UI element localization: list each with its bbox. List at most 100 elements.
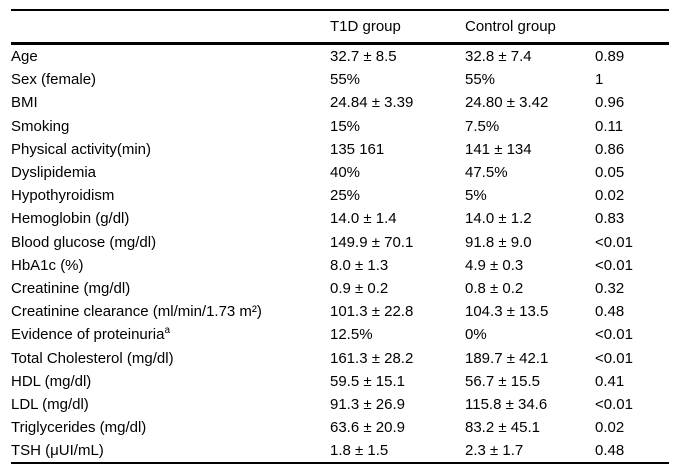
- table-body: Age 32.7 ± 8.5 32.8 ± 7.4 0.89 Sex (fema…: [11, 44, 669, 464]
- t1d-value: 32.7 ± 8.5: [330, 48, 397, 66]
- p-value: 0.41: [595, 372, 625, 390]
- table-row: LDL (mg/dl) 91.3 ± 26.9 115.8 ± 34.6 <0.…: [11, 393, 669, 416]
- row-label-text: Physical activity(min): [11, 140, 152, 158]
- header-p-empty: [595, 10, 669, 44]
- t1d-value: 12.5%: [330, 326, 373, 344]
- row-label-text: Age: [11, 48, 38, 66]
- table-row: Evidence of proteinuriaa 12.5% 0% <0.01: [11, 323, 669, 346]
- control-value: 5%: [465, 187, 487, 205]
- t1d-value: 15%: [330, 117, 361, 135]
- p-value: <0.01: [595, 395, 633, 413]
- row-label: Total Cholesterol (mg/dl): [11, 346, 330, 369]
- row-label-text: Sex (female): [11, 71, 97, 89]
- p-value: 1: [595, 71, 604, 89]
- row-label-text: HbA1c (%): [11, 256, 84, 274]
- row-label: Smoking: [11, 115, 330, 138]
- control-value: 189.7 ± 42.1: [465, 349, 549, 367]
- row-label: Physical activity(min): [11, 138, 330, 161]
- control-value: 24.80 ± 3.42: [465, 94, 549, 112]
- control-value: 83.2 ± 45.1: [465, 419, 540, 437]
- control-value: 104.3 ± 13.5: [465, 303, 549, 321]
- row-label-text: Blood glucose (mg/dl): [11, 233, 157, 251]
- table-row: Blood glucose (mg/dl) 149.9 ± 70.1 91.8 …: [11, 231, 669, 254]
- table-row: Hemoglobin (g/dl) 14.0 ± 1.4 14.0 ± 1.2 …: [11, 207, 669, 230]
- characteristics-table: T1D group Control group Age 32.7 ± 8.5 3…: [11, 9, 669, 465]
- row-label-text: Evidence of proteinuria: [11, 326, 165, 344]
- control-value: 14.0 ± 1.2: [465, 210, 532, 228]
- row-label: Sex (female): [11, 68, 330, 91]
- table-row: TSH (μUI/mL) 1.8 ± 1.5 2.3 ± 1.7 0.48: [11, 439, 669, 463]
- row-label-text: Creatinine clearance (ml/min/1.73 m²): [11, 303, 262, 321]
- t1d-value: 25%: [330, 187, 361, 205]
- row-label-text: Dyslipidemia: [11, 164, 97, 182]
- control-value: 55%: [465, 71, 496, 89]
- header-row: T1D group Control group: [11, 10, 669, 44]
- header-t1d-group: T1D group: [330, 18, 401, 35]
- t1d-value: 91.3 ± 26.9: [330, 395, 405, 413]
- control-value: 47.5%: [465, 164, 508, 182]
- row-label-text: Hemoglobin (g/dl): [11, 210, 130, 228]
- table-row: Dyslipidemia 40% 47.5% 0.05: [11, 161, 669, 184]
- table-row: Creatinine clearance (ml/min/1.73 m²) 10…: [11, 300, 669, 323]
- table-row: Total Cholesterol (mg/dl) 161.3 ± 28.2 1…: [11, 346, 669, 369]
- row-label: Hemoglobin (g/dl): [11, 207, 330, 230]
- header-control-group: Control group: [465, 18, 556, 35]
- row-label-text: Smoking: [11, 117, 70, 135]
- row-label-text: TSH (μUI/mL): [11, 442, 104, 460]
- p-value: 0.48: [595, 303, 625, 321]
- table-row: Triglycerides (mg/dl) 63.6 ± 20.9 83.2 ±…: [11, 416, 669, 439]
- control-value: 2.3 ± 1.7: [465, 442, 524, 460]
- row-label: Creatinine (mg/dl): [11, 277, 330, 300]
- t1d-value: 14.0 ± 1.4: [330, 210, 397, 228]
- t1d-value: 63.6 ± 20.9: [330, 419, 405, 437]
- row-label-text: Hypothyroidism: [11, 187, 115, 205]
- row-label: Triglycerides (mg/dl): [11, 416, 330, 439]
- table-row: Age 32.7 ± 8.5 32.8 ± 7.4 0.89: [11, 44, 669, 69]
- row-label: HbA1c (%): [11, 254, 330, 277]
- control-value: 0.8 ± 0.2: [465, 279, 524, 297]
- t1d-value: 59.5 ± 15.1: [330, 372, 405, 390]
- table-row: Creatinine (mg/dl) 0.9 ± 0.2 0.8 ± 0.2 0…: [11, 277, 669, 300]
- row-label-text: Triglycerides (mg/dl): [11, 419, 147, 437]
- t1d-value: 1.8 ± 1.5: [330, 442, 389, 460]
- t1d-value: 135 161: [330, 140, 385, 158]
- t1d-value: 149.9 ± 70.1: [330, 233, 414, 251]
- p-value: 0.11: [595, 117, 624, 135]
- row-label-text: Creatinine (mg/dl): [11, 279, 131, 297]
- p-value: <0.01: [595, 256, 633, 274]
- row-label: BMI: [11, 91, 330, 114]
- control-value: 32.8 ± 7.4: [465, 48, 532, 66]
- p-value: 0.02: [595, 187, 625, 205]
- row-label: Blood glucose (mg/dl): [11, 231, 330, 254]
- control-value: 0%: [465, 326, 487, 344]
- table-row: HDL (mg/dl) 59.5 ± 15.1 56.7 ± 15.5 0.41: [11, 370, 669, 393]
- row-label: Evidence of proteinuriaa: [11, 323, 330, 346]
- row-label: Dyslipidemia: [11, 161, 330, 184]
- row-label: Creatinine clearance (ml/min/1.73 m²): [11, 300, 330, 323]
- control-value: 91.8 ± 9.0: [465, 233, 532, 251]
- p-value: 0.05: [595, 164, 625, 182]
- row-label-text: Total Cholesterol (mg/dl): [11, 349, 174, 367]
- row-label: Age: [11, 44, 330, 69]
- row-label: Hypothyroidism: [11, 184, 330, 207]
- p-value: 0.32: [595, 279, 625, 297]
- control-value: 141 ± 134: [465, 140, 532, 158]
- table-row: HbA1c (%) 8.0 ± 1.3 4.9 ± 0.3 <0.01: [11, 254, 669, 277]
- p-value: <0.01: [595, 349, 633, 367]
- t1d-value: 40%: [330, 164, 361, 182]
- row-label: TSH (μUI/mL): [11, 439, 330, 463]
- p-value: 0.89: [595, 48, 625, 66]
- row-label-text: BMI: [11, 94, 38, 112]
- table-row: Hypothyroidism 25% 5% 0.02: [11, 184, 669, 207]
- table-row: Sex (female) 55% 55% 1: [11, 68, 669, 91]
- t1d-value: 161.3 ± 28.2: [330, 349, 414, 367]
- t1d-value: 101.3 ± 22.8: [330, 303, 414, 321]
- row-label-text: LDL (mg/dl): [11, 395, 89, 413]
- table-row: BMI 24.84 ± 3.39 24.80 ± 3.42 0.96: [11, 91, 669, 114]
- footnote-marker: a: [164, 325, 170, 337]
- t1d-value: 55%: [330, 71, 361, 89]
- t1d-value: 0.9 ± 0.2: [330, 279, 389, 297]
- p-value: 0.96: [595, 94, 625, 112]
- p-value: <0.01: [595, 233, 633, 251]
- p-value: <0.01: [595, 326, 633, 344]
